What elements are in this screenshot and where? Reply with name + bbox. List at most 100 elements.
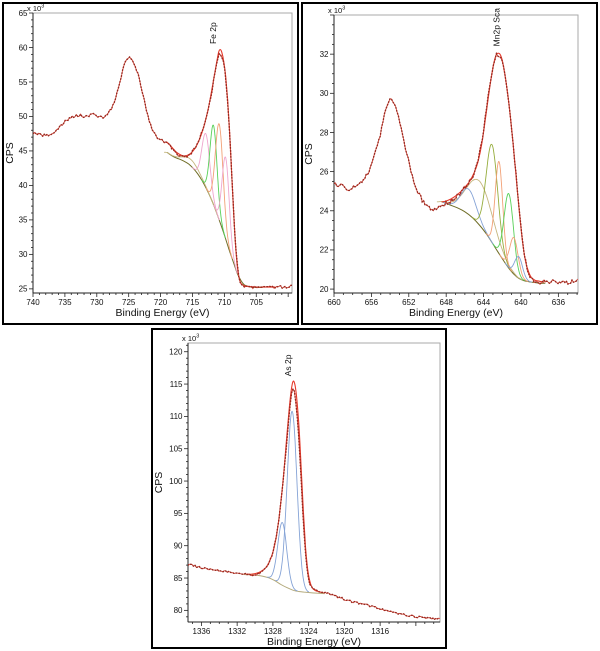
y-tick-label: 45	[19, 147, 28, 156]
y-tick-label: 22	[320, 246, 329, 255]
y-tick-label: 30	[320, 89, 329, 98]
y-tick-label: 120	[169, 348, 183, 357]
y-axis-ticks: 80 85 90 95 100 105 110 115 120	[169, 344, 188, 618]
x-tick-label: 720	[154, 298, 168, 307]
y-tick-label: 35	[19, 216, 28, 225]
x-tick-label: 710	[218, 298, 232, 307]
y-tick-label: 85	[174, 574, 183, 583]
x-tick-label: 1332	[228, 627, 246, 636]
y-tick-label: 60	[19, 43, 28, 52]
plot-frame	[333, 14, 579, 294]
series-envelope	[246, 380, 324, 594]
x-tick-label: 735	[58, 298, 72, 307]
as2p-spectrum-panel: 1316 1320 1324 1328 1332 1336 80 85 90 95 100 105 11…	[151, 328, 447, 649]
fe2p-spectrum-panel: 705 710 715 720 725 730 735 740 25 30 35 40 45 50 55 60…	[2, 2, 299, 325]
y-axis-ticks: 20 22 24 26 28 30 32	[320, 14, 334, 294]
y-axis-title: CPS	[4, 142, 16, 164]
series-raw-data	[33, 52, 292, 290]
series-component-blue-1	[442, 188, 495, 246]
y-tick-label: 32	[320, 50, 329, 59]
series-raw-data	[334, 52, 578, 285]
x-axis-title: Binding Energy (eV)	[409, 307, 503, 319]
y-axis-title: CPS	[153, 472, 165, 494]
y-tick-label: 115	[170, 380, 183, 389]
peak-label: Mn2p Sca	[491, 8, 501, 47]
series-component-salmon-2	[499, 236, 529, 282]
x-tick-label: 636	[552, 298, 566, 307]
series-raw-data-markers	[188, 387, 440, 621]
x-axis-ticks: 705 710 715 720 725 730 735 740	[26, 293, 289, 307]
y-tick-label: 90	[174, 542, 183, 551]
x-tick-label: 725	[122, 298, 136, 307]
y-scale-label: x 103	[27, 4, 44, 13]
series-component-salmon-1	[485, 160, 513, 272]
series-component-blue-small	[267, 521, 298, 592]
series-group	[33, 49, 292, 290]
x-tick-label: 648	[440, 298, 454, 307]
mn2p-spectrum-panel: 636 640 644 648 652 656 660 20 22 24 26 28 30 32 Mn2p …	[301, 2, 598, 325]
peak-label: As 2p	[283, 354, 293, 376]
y-axis-ticks: 25 30 35 40 45 50 55 60 65	[19, 9, 33, 294]
x-tick-label: 730	[90, 298, 104, 307]
series-group	[188, 380, 440, 621]
series-component-green-1	[201, 124, 226, 239]
series-component-khaki	[436, 178, 523, 281]
peak-label: Fe 2p	[208, 22, 218, 44]
x-tick-label: 660	[327, 298, 341, 307]
y-tick-label: 25	[19, 285, 28, 294]
series-envelope	[441, 52, 545, 283]
x-axis-title: Binding Energy (eV)	[267, 636, 361, 647]
y-tick-label: 28	[320, 128, 329, 137]
series-component-green-1	[492, 193, 526, 281]
y-tick-label: 95	[174, 509, 183, 518]
x-tick-label: 1320	[335, 627, 353, 636]
x-axis-ticks: 636 640 644 648 652 656 660	[327, 293, 578, 307]
fe2p-chart: 705 710 715 720 725 730 735 740 25 30 35 40 45 50 55 60…	[4, 4, 293, 319]
x-tick-label: 1336	[193, 627, 211, 636]
series-envelope	[166, 49, 276, 288]
x-tick-label: 1316	[371, 627, 389, 636]
x-axis-title: Binding Energy (eV)	[116, 307, 210, 319]
y-tick-label: 100	[169, 477, 183, 486]
mn2p-chart: 636 640 644 648 652 656 660 20 22 24 26 28 30 32 Mn2p …	[303, 6, 579, 319]
series-component-blue-2	[504, 255, 533, 283]
x-tick-label: 1324	[300, 627, 318, 636]
plot-frame	[187, 342, 441, 623]
y-tick-label: 20	[320, 285, 329, 294]
y-tick-label: 26	[320, 167, 329, 176]
x-tick-label: 1328	[264, 627, 282, 636]
y-tick-label: 80	[174, 606, 183, 615]
x-tick-label: 740	[26, 298, 40, 307]
series-component-olive-green	[472, 143, 513, 272]
y-scale-label: x 103	[328, 6, 345, 16]
x-tick-label: 652	[402, 298, 416, 307]
x-tick-label: 656	[365, 298, 379, 307]
series-raw-data-markers	[334, 51, 578, 286]
x-tick-label: 715	[186, 298, 200, 307]
as2p-chart: 1316 1320 1324 1328 1332 1336 80 85 90 95 100 105 11…	[153, 334, 441, 647]
y-tick-label: 55	[19, 78, 28, 87]
x-tick-label: 644	[477, 298, 491, 307]
y-tick-label: 110	[170, 412, 183, 421]
x-axis-ticks: 1316 1320 1324 1328 1332 1336	[192, 622, 435, 636]
y-tick-label: 24	[320, 207, 329, 216]
series-component-pink-1	[192, 132, 220, 221]
series-component-pink-2	[213, 156, 239, 274]
x-tick-label: 705	[250, 298, 264, 307]
y-tick-label: 50	[19, 112, 28, 121]
y-axis-title: CPS	[303, 143, 315, 165]
series-group	[334, 51, 578, 286]
x-tick-label: 640	[514, 298, 528, 307]
series-raw-data-markers	[33, 52, 292, 290]
y-tick-label: 30	[19, 250, 28, 259]
series-raw-data	[188, 387, 440, 620]
series-component-khaki	[164, 151, 219, 218]
y-tick-label: 65	[19, 9, 28, 18]
y-tick-label: 105	[169, 445, 183, 454]
series-background	[243, 574, 325, 595]
series-component-salmon-1	[205, 123, 233, 259]
series-component-blue-main	[275, 410, 310, 593]
plot-frame	[32, 12, 293, 294]
series-background	[166, 151, 263, 288]
